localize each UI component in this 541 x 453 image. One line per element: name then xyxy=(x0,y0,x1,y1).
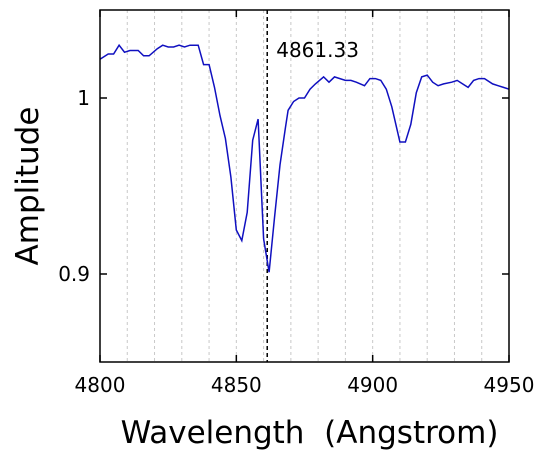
axis-ticks: 4800 4850 4900 4950 0.9 1 xyxy=(58,10,534,397)
y-tick-label: 1 xyxy=(77,86,90,110)
x-tick-label: 4900 xyxy=(347,373,398,397)
series-group xyxy=(100,45,509,272)
y-tick-label: 0.9 xyxy=(58,262,90,286)
x-tick-label: 4850 xyxy=(211,373,262,397)
grid-lines xyxy=(127,10,481,362)
x-tick-label: 4800 xyxy=(75,373,126,397)
x-axis-label: Wavelength (Angstrom) xyxy=(121,415,499,451)
x-tick-label: 4950 xyxy=(484,373,535,397)
marker-label: 4861.33 xyxy=(276,38,359,62)
spectrum-series-line xyxy=(100,45,509,272)
y-axis-label: Amplitude xyxy=(10,107,46,266)
plot-frame xyxy=(100,10,509,362)
